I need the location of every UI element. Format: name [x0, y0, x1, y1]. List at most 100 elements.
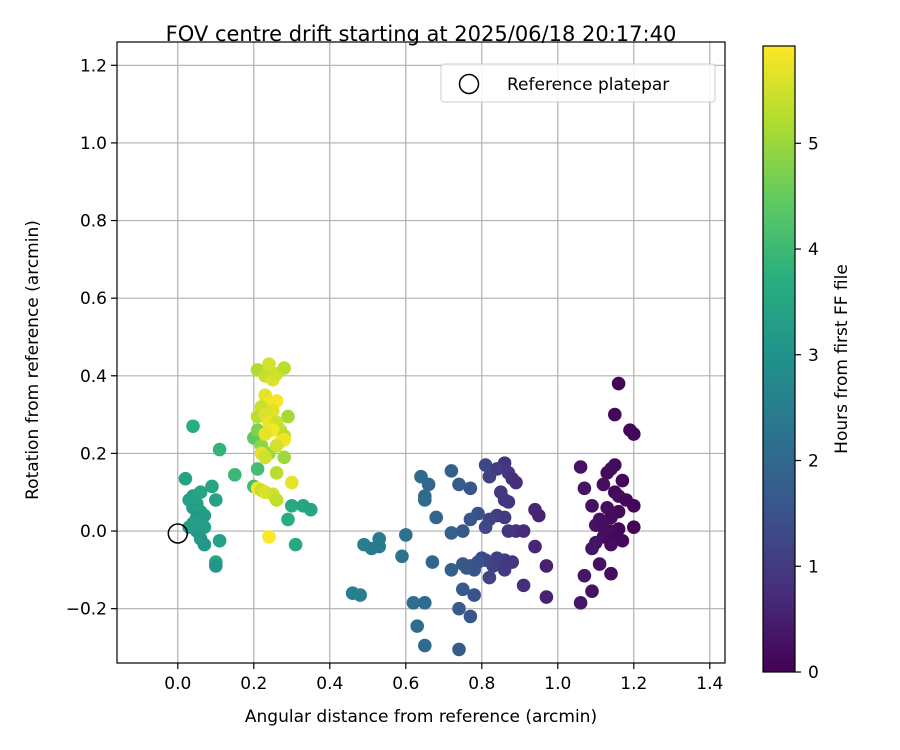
legend-box	[440, 63, 716, 103]
scatter-point	[262, 530, 276, 544]
x-tick-label: 0.4	[316, 674, 343, 694]
scatter-point	[596, 477, 611, 492]
x-axis-ticks: 0.0 0.2 0.4 0.6 0.8 1.0 1.2 1.4	[164, 663, 723, 694]
scatter-point	[418, 596, 432, 610]
scatter-point	[258, 427, 273, 441]
scatter-point	[463, 609, 478, 624]
colorbar	[762, 45, 796, 673]
scatter-point	[573, 460, 588, 474]
x-tick-label: 1.0	[544, 674, 571, 694]
scatter-point	[456, 582, 470, 597]
scatter-point	[277, 450, 292, 465]
scatter-point	[193, 485, 208, 500]
scatter-point	[627, 499, 641, 513]
x-tick-label: 1.4	[696, 674, 723, 694]
y-tick-label: 1.0	[80, 134, 107, 154]
scatter-point	[516, 524, 531, 538]
scatter-point	[444, 526, 459, 540]
colorbar-tick-label: 4	[808, 240, 819, 260]
scatter-point	[281, 409, 295, 424]
scatter-point	[452, 642, 466, 657]
scatter-point	[269, 493, 284, 507]
reference-platepar-marker	[167, 523, 189, 544]
colorbar-label: Hours from first FF file	[832, 264, 852, 454]
colorbar-tick-label: 5	[808, 134, 819, 154]
scatter-point	[585, 584, 599, 598]
scatter-point	[611, 376, 626, 391]
scatter-point	[604, 537, 618, 552]
scatter-point	[269, 438, 284, 453]
y-axis-label: Rotation from reference (arcmin)	[23, 220, 43, 500]
scatter-point	[467, 588, 482, 602]
legend-label: Reference platepar	[507, 75, 669, 95]
scatter-point	[478, 520, 493, 534]
colorbar-tick-label: 0	[808, 663, 819, 683]
scatter-point	[456, 524, 470, 538]
scatter-point	[372, 539, 387, 554]
scatter-point	[585, 499, 599, 513]
scatter-point	[444, 464, 459, 478]
scatter-point	[532, 508, 546, 523]
y-tick-label: 0.6	[80, 289, 107, 309]
scatter-point	[539, 559, 554, 573]
scatter-point	[197, 537, 212, 552]
x-tick-label: 0.8	[468, 674, 495, 694]
scatter-point	[585, 541, 599, 556]
scatter-point	[178, 471, 193, 486]
scatter-points	[178, 357, 641, 657]
scatter-point	[478, 458, 493, 472]
y-tick-label: 0.4	[80, 367, 107, 387]
legend-open-circle-marker	[458, 73, 480, 95]
x-tick-label: 0.2	[240, 674, 267, 694]
scatter-point	[353, 588, 368, 602]
scatter-point	[497, 510, 512, 525]
scatter-point	[463, 512, 478, 527]
scatter-point	[573, 596, 588, 610]
y-tick-label: 0.8	[80, 212, 107, 232]
scatter-point	[399, 528, 413, 542]
scatter-point	[285, 499, 299, 513]
x-tick-label: 0.0	[164, 674, 191, 694]
y-tick-label: 0.0	[80, 522, 107, 542]
scatter-point	[212, 442, 227, 457]
x-tick-label: 1.2	[620, 674, 647, 694]
scatter-point	[627, 427, 641, 441]
scatter-point	[604, 510, 618, 525]
scatter-point	[482, 469, 497, 484]
scatter-point	[497, 563, 512, 577]
scatter-point	[285, 475, 299, 490]
scatter-point	[425, 555, 440, 569]
scatter-point	[501, 524, 516, 538]
scatter-point	[452, 477, 466, 492]
scatter-point	[459, 561, 474, 575]
scatter-point	[592, 557, 607, 571]
scatter-point	[421, 477, 436, 492]
scatter-point	[463, 481, 478, 496]
scatter-point	[277, 361, 292, 375]
plot-frame	[116, 41, 726, 664]
x-axis-label: Angular distance from reference (arcmin)	[245, 707, 597, 727]
scatter-point	[429, 510, 444, 525]
y-tick-label: 1.2	[80, 56, 107, 76]
scatter-point	[258, 450, 273, 465]
scatter-point	[406, 596, 421, 610]
scatter-point	[509, 475, 523, 490]
scatter-point	[627, 520, 641, 534]
x-tick-label: 0.6	[392, 674, 419, 694]
scatter-point	[528, 539, 542, 554]
scatter-point	[418, 493, 432, 507]
scatter-point	[418, 638, 432, 653]
colorbar-tick-label: 3	[808, 346, 819, 366]
scatter-point	[395, 549, 409, 564]
scatter-point	[250, 462, 265, 476]
scatter-point	[615, 473, 630, 488]
scatter-point	[186, 419, 200, 434]
scatter-point	[228, 467, 242, 482]
scatter-point	[577, 481, 592, 496]
legend: Reference platepar	[440, 63, 716, 103]
scatter-point	[205, 479, 219, 494]
scatter-point	[410, 619, 425, 633]
scatter-point	[288, 537, 303, 552]
scatter-point	[608, 407, 622, 422]
scatter-point	[600, 466, 614, 480]
